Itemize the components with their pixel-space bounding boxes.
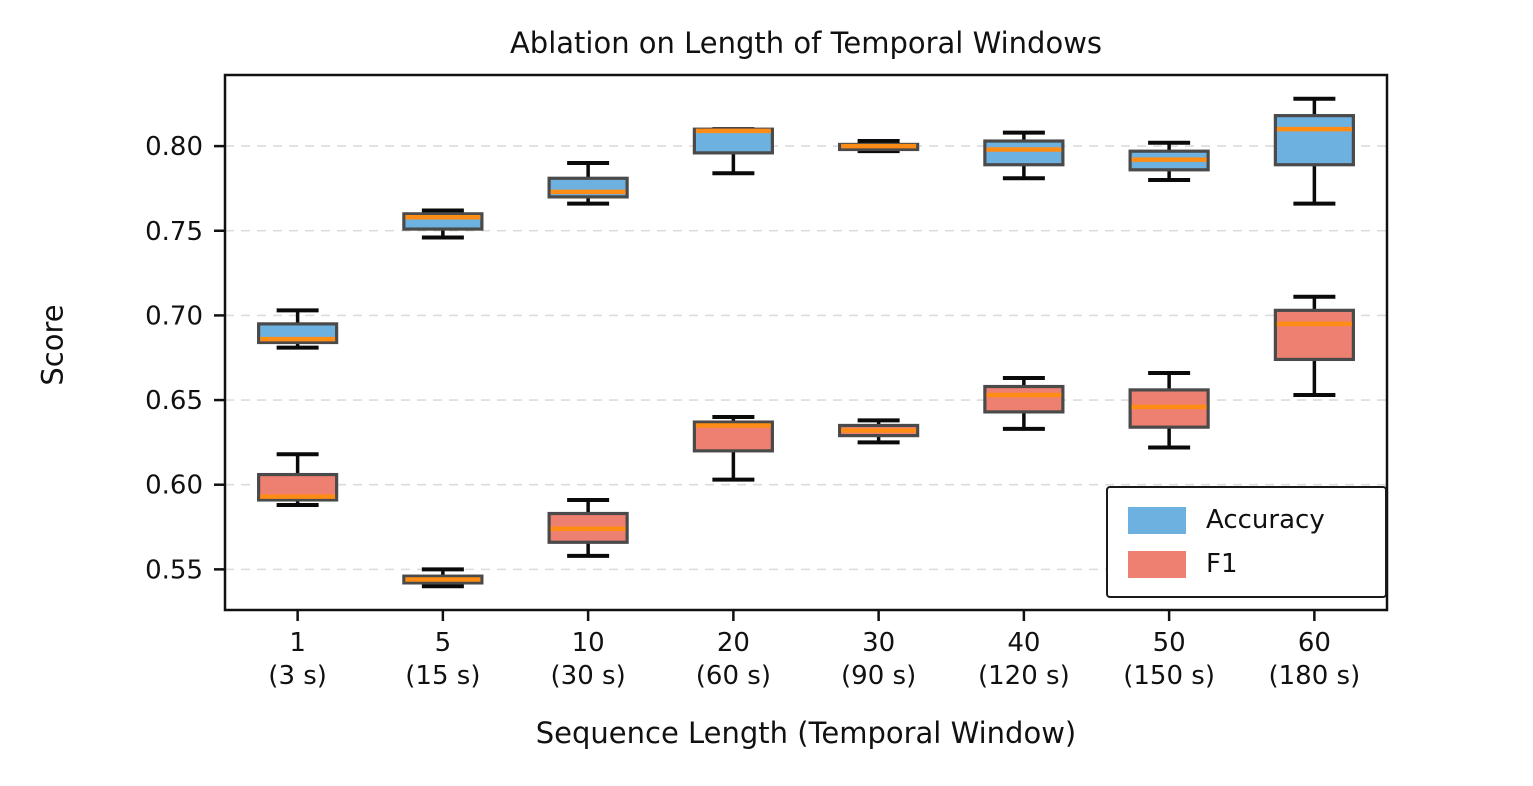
x-tick-label: 10 [572, 628, 605, 658]
y-tick-label: 0.55 [145, 555, 203, 585]
legend-swatch-f1 [1128, 550, 1186, 578]
chart-title: Ablation on Length of Temporal Windows [509, 26, 1103, 60]
x-tick-sublabel: (3 s) [268, 661, 327, 691]
legend-label-f1: F1 [1206, 549, 1238, 579]
x-tick-label: 30 [862, 628, 895, 658]
legend-entry-accuracy: Accuracy [1128, 505, 1385, 535]
legend-swatch-accuracy [1128, 506, 1186, 534]
box-accuracy-6 [983, 139, 1065, 167]
x-axis-label: Sequence Length (Temporal Window) [535, 716, 1077, 750]
plot-frame [223, 73, 1389, 612]
y-tick-label: 0.75 [145, 217, 203, 247]
x-tick-sublabel: (60 s) [696, 661, 771, 691]
x-tick-sublabel: (120 s) [978, 661, 1070, 691]
y-tick-label: 0.70 [145, 301, 203, 331]
x-tick-sublabel: (150 s) [1123, 661, 1215, 691]
y-tick-label: 0.65 [145, 386, 203, 416]
box-f1-8 [1273, 308, 1355, 362]
x-tick-sublabel: (15 s) [405, 661, 480, 691]
x-tick-sublabel: (90 s) [841, 661, 916, 691]
x-tick-label: 20 [717, 628, 750, 658]
legend-label-accuracy: Accuracy [1206, 505, 1325, 535]
x-tick-sublabel: (30 s) [551, 661, 626, 691]
x-tick-sublabel: (180 s) [1269, 661, 1361, 691]
box-accuracy-8 [1273, 114, 1355, 167]
box-accuracy-3 [547, 176, 629, 199]
legend-entry-f1: F1 [1128, 549, 1385, 579]
y-tick-label: 0.60 [145, 471, 203, 501]
x-tick-label: 5 [435, 628, 452, 658]
x-tick-label: 60 [1298, 628, 1331, 658]
x-tick-label: 40 [1007, 628, 1040, 658]
x-tick-label: 1 [289, 628, 306, 658]
box-f1-6 [983, 384, 1065, 414]
y-tick-label: 0.80 [145, 132, 203, 162]
legend: Accuracy F1 [1106, 486, 1387, 598]
x-tick-label: 50 [1153, 628, 1186, 658]
